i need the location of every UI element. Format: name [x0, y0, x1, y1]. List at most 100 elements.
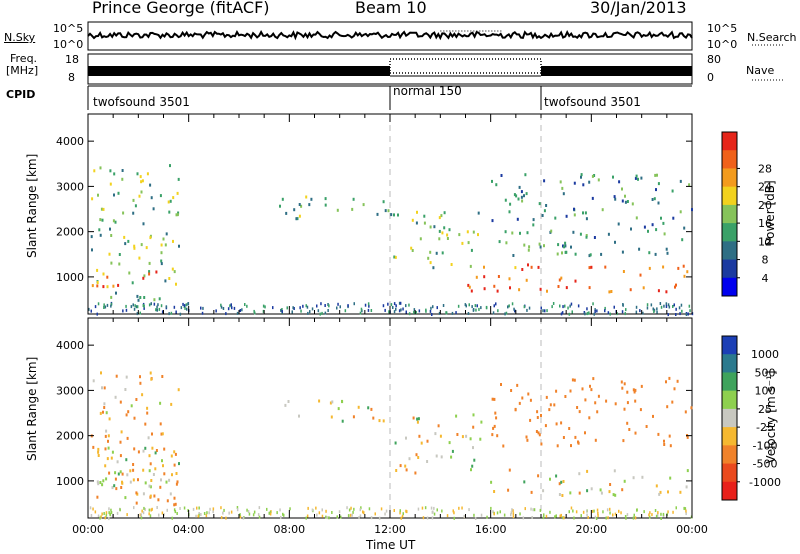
power-scatter-cell: [175, 282, 177, 286]
power-scatter-cell: [591, 196, 594, 200]
power-ground-cell: [220, 305, 223, 309]
velocity-scatter-cell: [549, 477, 551, 481]
power-ground-cell: [347, 304, 349, 308]
velocity-colorbar-swatch: [722, 427, 737, 446]
velocity-scatter-cell: [147, 436, 150, 440]
power-scatter-cell: [546, 289, 548, 293]
power-scatter-cell: [524, 173, 527, 177]
velocity-scatter-cell: [621, 488, 624, 492]
nsearch-tick-high: 10^5: [707, 22, 738, 35]
power-scatter-cell: [588, 286, 591, 290]
power-ground-cell: [136, 305, 139, 309]
power-ground-cell: [405, 304, 407, 308]
power-scatter-cell: [448, 228, 451, 232]
power-ground-cell: [455, 311, 457, 315]
velocity-ground-cell: [258, 515, 261, 519]
power-ground-cell: [229, 304, 231, 308]
velocity-scatter-cell: [626, 421, 629, 425]
power-scatter-cell: [300, 204, 303, 208]
power-ground-cell: [586, 312, 589, 316]
velocity-ground-cell: [555, 514, 557, 518]
velocity-ground-cell: [453, 516, 455, 520]
velocity-ground-cell: [141, 509, 143, 513]
power-scatter-cell: [133, 244, 136, 248]
power-ground-cell: [143, 306, 145, 310]
velocity-scatter-cell: [105, 411, 108, 415]
power-scatter-cell: [518, 185, 521, 189]
velocity-scatter-cell: [540, 414, 542, 417]
power-scatter-cell: [308, 203, 311, 207]
power-scatter-cell: [514, 266, 517, 270]
power-scatter-cell: [469, 264, 472, 268]
power-scatter-cell: [580, 173, 583, 177]
velocity-scatter-cell: [149, 371, 152, 375]
power-scatter-cell: [121, 169, 124, 172]
power-ground-cell: [646, 303, 649, 307]
power-scatter-cell: [281, 197, 284, 201]
power-ground-cell: [246, 304, 248, 308]
power-scatter-cell: [651, 223, 654, 227]
power-scatter-cell: [508, 210, 511, 214]
power-colorbar-frame: [721, 131, 738, 297]
power-scatter-cell: [427, 256, 430, 260]
velocity-scatter-cell: [556, 444, 559, 448]
power-scatter-cell: [136, 172, 139, 176]
power-ground-cell: [451, 311, 454, 315]
velocity-scatter-cell: [516, 383, 519, 387]
velocity-ground-cell: [522, 516, 525, 520]
velocity-scatter-cell: [568, 427, 571, 430]
velocity-scatter-cell: [494, 411, 497, 415]
velocity-scatter-cell: [99, 481, 102, 484]
velocity-scatter-cell: [175, 482, 178, 486]
velocity-scatter-cell: [146, 411, 149, 415]
power-ground-cell: [202, 306, 204, 310]
velocity-ground-cell: [474, 517, 477, 520]
velocity-scatter-cell: [161, 375, 164, 378]
power-scatter-cell: [149, 236, 152, 240]
power-ground-cell: [680, 303, 683, 307]
power-ground-cell: [665, 302, 668, 306]
velocity-scatter-cell: [613, 469, 616, 473]
velocity-ground-cell: [338, 510, 341, 514]
velocity-scatter-cell: [119, 440, 122, 444]
velocity-scatter-cell: [135, 398, 138, 401]
power-ground-cell: [390, 303, 393, 307]
velocity-scatter-cell: [416, 417, 419, 421]
velocity-scatter-cell: [104, 434, 107, 438]
velocity-scatter-cell: [161, 459, 163, 463]
power-ground-cell: [173, 305, 176, 309]
velocity-scatter-cell: [673, 387, 676, 391]
velocity-scatter-cell: [451, 449, 454, 453]
power-scatter-cell: [653, 197, 656, 201]
power-ground-cell: [485, 306, 488, 310]
power-scatter-cell: [419, 237, 422, 241]
velocity-scatter-cell: [669, 476, 672, 480]
power-scatter-cell: [99, 218, 102, 222]
power-scatter-cell: [648, 251, 651, 255]
power-scatter-cell: [655, 228, 658, 232]
velocity-ground-cell: [587, 516, 589, 519]
power-scatter-cell: [298, 203, 301, 206]
power-ground-cell: [577, 304, 580, 308]
power-scatter-cell: [570, 245, 572, 249]
power-colorbar-swatch: [722, 168, 737, 188]
velocity-ground-cell: [225, 516, 227, 520]
power-scatter-cell: [178, 244, 180, 248]
power-ground-cell: [106, 303, 109, 307]
velocity-ground-cell: [660, 517, 662, 520]
velocity-scatter-cell: [165, 480, 168, 484]
velocity-scatter-cell: [663, 443, 666, 446]
velocity-scatter-cell: [160, 432, 163, 436]
power-scatter-cell: [352, 197, 355, 201]
velocity-scatter-cell: [415, 453, 418, 457]
velocity-scatter-cell: [125, 375, 128, 379]
power-scatter-cell: [637, 177, 639, 181]
beam-label: Beam 10: [355, 0, 427, 17]
velocity-ground-cell: [348, 508, 351, 512]
velocity-ground-cell: [636, 508, 638, 512]
velocity-scatter-cell: [149, 494, 152, 498]
power-ground-cell: [418, 309, 421, 313]
velocity-ground-cell: [205, 514, 208, 518]
velocity-scatter-cell: [120, 486, 123, 489]
power-scatter-cell: [109, 182, 112, 186]
